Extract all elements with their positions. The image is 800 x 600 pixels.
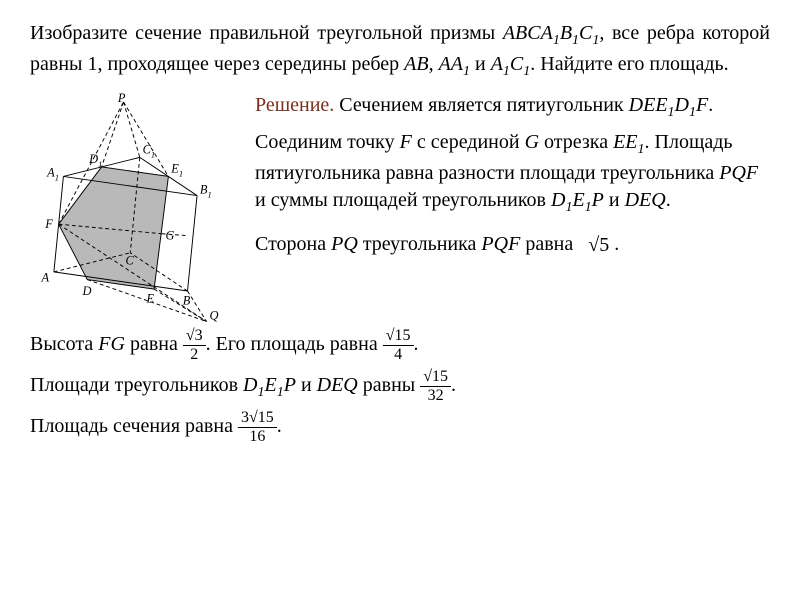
solution-line-fg: Высота FG равна √32. Его площадь равна √… (30, 328, 770, 363)
label-a: A (40, 270, 49, 284)
txt: , (429, 53, 439, 75)
sqrt5: √5 (588, 232, 609, 259)
prism-figure: P C1 D1 E1 A1 B1 F G C A D E B Q (30, 92, 240, 322)
line-p-c1 (124, 102, 140, 157)
txt: . Найдите его площадь. (530, 53, 728, 75)
label-e1: E1 (170, 161, 183, 178)
solution-line-pq: Сторона PQ треугольника PQF равна √5 . (255, 231, 770, 259)
label-f: F (44, 217, 53, 231)
prism-name: ABCA1B1C1 (503, 22, 600, 44)
label-c1: C1 (143, 142, 156, 159)
txt: Сечением является пятиугольник (334, 94, 628, 116)
label-p: P (117, 92, 126, 105)
label-a1: A1 (46, 165, 59, 182)
line-p-d1 (102, 102, 124, 167)
solution-right: Решение. Сечением является пятиугольник … (255, 92, 770, 322)
label-d1: D1 (88, 152, 102, 169)
section-pentagon (59, 167, 169, 289)
solution-answer: Площадь сечения равна 3√1516. (30, 410, 770, 445)
frac-answer: 3√1516 (238, 410, 277, 445)
problem-text: Изобразите сечение правильной треугольно… (30, 20, 770, 82)
pentagon-name: DEE1D1F (629, 94, 709, 116)
label-b1: B1 (200, 182, 212, 199)
frac-r15-4: √154 (383, 328, 414, 363)
solution-label: Решение. (255, 94, 334, 116)
line-b-q (188, 291, 207, 322)
solution-line-small-tri: Площади треугольников D1E1P и DEQ равны … (30, 369, 770, 404)
label-d: D (82, 284, 92, 298)
edge: A1C1 (491, 53, 531, 75)
label-e: E (145, 291, 154, 305)
txt: и (470, 53, 491, 75)
solution-para2: Соединим точку F с серединой G отрезка E… (255, 129, 770, 218)
solution-line1: Решение. Сечением является пятиугольник … (255, 92, 770, 123)
label-q: Q (209, 308, 218, 321)
edge-bb1 (188, 195, 198, 290)
label-b: B (183, 293, 191, 307)
txt: Изобразите сечение правильной треугольно… (30, 22, 503, 44)
frac-sqrt3-2: √32 (183, 328, 206, 363)
label-g: G (166, 228, 175, 242)
edge: AA1 (439, 53, 470, 75)
line-p-e1 (124, 102, 169, 176)
mid-row: P C1 D1 E1 A1 B1 F G C A D E B Q Решение… (30, 92, 770, 322)
edge: AB (404, 53, 428, 75)
label-c: C (125, 253, 134, 267)
frac-r15-32: √1532 (420, 369, 451, 404)
